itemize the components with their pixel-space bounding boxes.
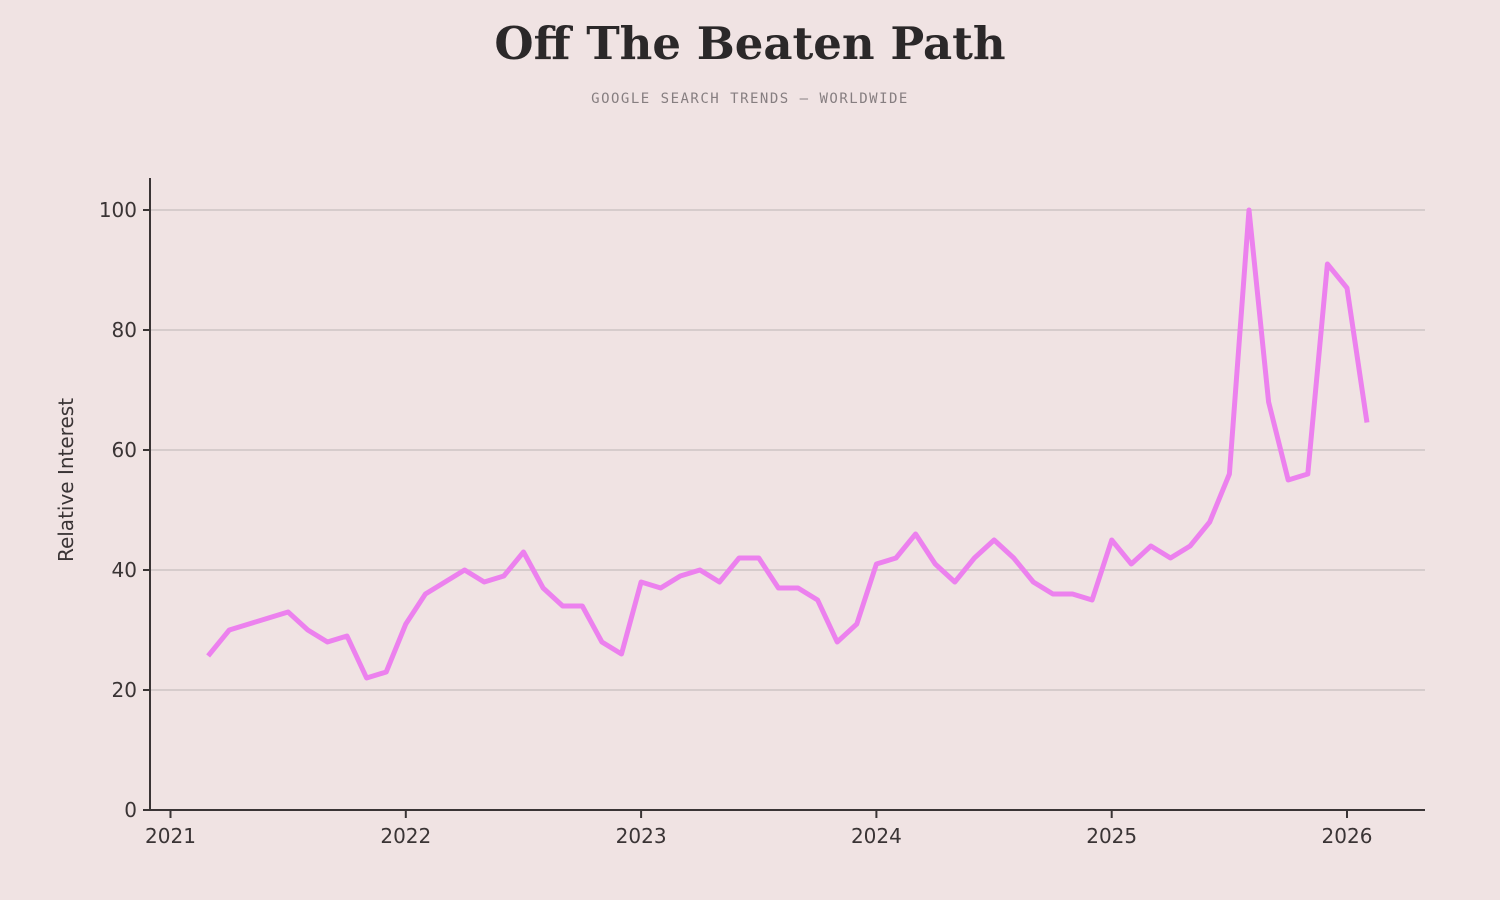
- x-tick-label-2024: 2024: [851, 824, 902, 848]
- y-tick-label-20: 20: [112, 678, 137, 702]
- trend-polyline: [206, 207, 1370, 681]
- y-axis-label: Relative Interest: [54, 398, 78, 562]
- axis-layer: [149, 178, 1425, 811]
- x-tick-label-2021: 2021: [145, 824, 196, 848]
- page-title: Off The Beaten Path: [494, 17, 1006, 70]
- x-tick-label-2026: 2026: [1322, 824, 1373, 848]
- grid-layer: [150, 209, 1425, 691]
- y-tick-label-100: 100: [99, 198, 137, 222]
- y-tick-label-40: 40: [112, 558, 137, 582]
- page-subtitle: GOOGLE SEARCH TRENDS — WORLDWIDE: [591, 91, 909, 107]
- tick-label-layer: 0 20 40 60 80 100 2021 2022 2023 2024 2025 2026: [99, 198, 1373, 848]
- y-tick-label-80: 80: [112, 318, 137, 342]
- y-tick-label-0: 0: [124, 798, 137, 822]
- chart-header: Off The Beaten Path GOOGLE SEARCH TRENDS…: [0, 0, 1500, 107]
- x-tick-label-2022: 2022: [380, 824, 431, 848]
- x-tick-label-2023: 2023: [616, 824, 667, 848]
- y-tick-label-60: 60: [112, 438, 137, 462]
- x-tick-label-2025: 2025: [1086, 824, 1137, 848]
- tick-layer: [143, 209, 1348, 818]
